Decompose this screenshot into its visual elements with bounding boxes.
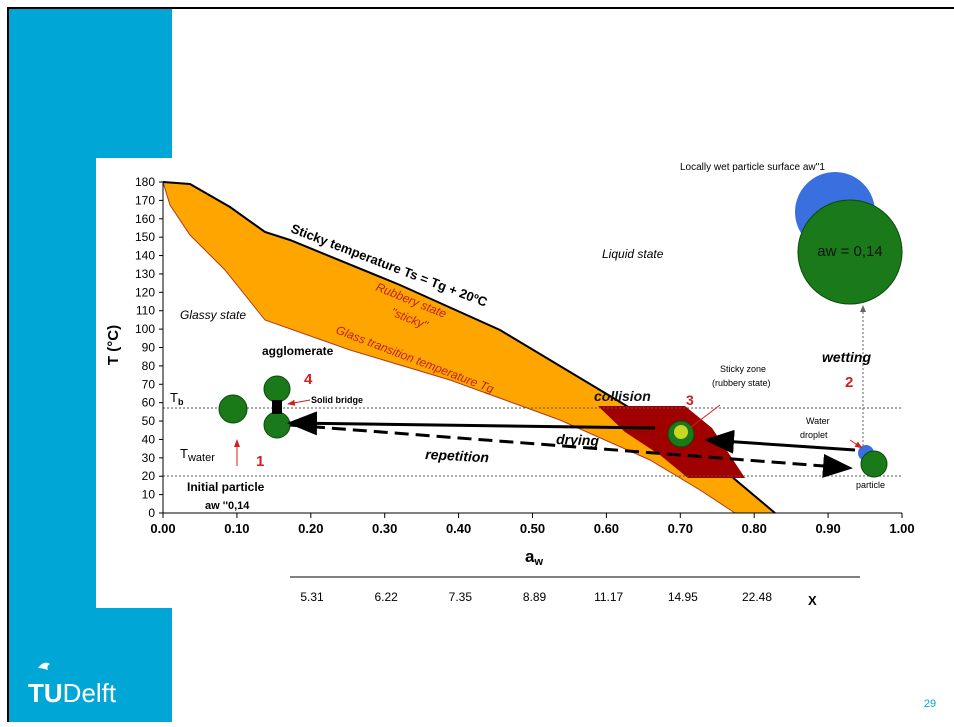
- x2-tick-label: 6.22: [374, 590, 398, 604]
- page: Locally wet particle surface aw''1 aw = …: [0, 0, 954, 722]
- t-sub: b: [178, 397, 184, 407]
- y-tick-label: 130: [135, 267, 155, 281]
- annotation: Liquid state: [602, 247, 664, 261]
- annotation: Sticky zone: [720, 364, 766, 374]
- annotation: wetting: [822, 349, 871, 365]
- logo-text: TUDelft: [28, 678, 117, 708]
- annotation: collision: [594, 388, 651, 404]
- y-tick-label: 0: [148, 506, 155, 520]
- annotation: (rubbery state): [712, 378, 771, 388]
- x2-tick-label: 11.17: [594, 590, 623, 604]
- x-label-sub: w: [533, 556, 543, 568]
- x-tick-label: 0.20: [298, 521, 323, 536]
- x2-tick-label: 14.95: [668, 590, 698, 604]
- x-tick-label: 1.00: [889, 521, 914, 536]
- x-tick-label: 0.30: [372, 521, 397, 536]
- agglomerate-particle: [264, 376, 290, 402]
- x-tick-label: 0.60: [594, 521, 619, 536]
- particle: [861, 451, 887, 477]
- annotation: Glassy state: [180, 308, 246, 322]
- annotation: 4: [304, 371, 313, 388]
- y-tick-label: 80: [142, 359, 156, 373]
- annotation: Initial particle: [187, 480, 265, 494]
- y-tick-label: 110: [136, 304, 155, 318]
- y-tick-label: 100: [135, 322, 155, 336]
- y-tick-label: 90: [142, 341, 156, 355]
- y-tick-label: 50: [142, 414, 156, 428]
- y-axis-label: T (°C): [105, 325, 122, 365]
- annotation: repetition: [425, 446, 490, 465]
- annotation: aw ''0,14: [205, 500, 250, 512]
- agglomerate-particle: [264, 412, 290, 438]
- x-tick-label: 0.40: [446, 521, 471, 536]
- x2-axis-label: X: [808, 593, 817, 608]
- x2-tick-label: 22.48: [742, 590, 772, 604]
- annotation: drying: [556, 431, 600, 448]
- t-label: T: [170, 390, 178, 405]
- annotation: Locally wet particle surface aw''1: [680, 162, 825, 173]
- x-tick-label: 0.80: [742, 521, 767, 536]
- y-tick-label: 160: [135, 212, 155, 226]
- y-tick-label: 30: [142, 451, 156, 465]
- y-tick-label: 180: [135, 175, 155, 189]
- annotation: agglomerate: [262, 344, 334, 358]
- annotation: droplet: [800, 430, 828, 440]
- x2-tick-label: 5.31: [300, 590, 324, 604]
- x-tick-label: 0.00: [150, 521, 175, 536]
- solid-bridge: [272, 400, 282, 414]
- logo-bold: TU: [28, 678, 63, 708]
- annotation: 1: [256, 453, 264, 470]
- annotation: 3: [686, 392, 694, 408]
- y-tick-label: 40: [142, 432, 156, 446]
- t-sub: water: [187, 452, 215, 464]
- y-tick-label: 170: [135, 193, 155, 207]
- y-tick-label: 10: [142, 488, 156, 502]
- wet-spot: [674, 425, 688, 439]
- x-tick-label: 0.50: [520, 521, 545, 536]
- annotation: particle: [856, 480, 885, 490]
- x2-tick-label: 7.35: [449, 590, 473, 604]
- y-tick-label: 140: [135, 249, 155, 263]
- annotation: Solid bridge: [311, 395, 363, 405]
- x2-tick-label: 8.89: [523, 590, 547, 604]
- logo-name: Delft: [63, 678, 117, 708]
- page-number: 29: [924, 698, 936, 710]
- slide: Locally wet particle surface aw''1 aw = …: [0, 0, 954, 722]
- x-tick-label: 0.90: [815, 521, 840, 536]
- x-tick-label: 0.10: [224, 521, 249, 536]
- y-tick-label: 20: [142, 469, 156, 483]
- y-tick-label: 150: [135, 230, 155, 244]
- y-tick-label: 120: [135, 285, 155, 299]
- annotation: aw = 0,14: [817, 243, 882, 260]
- initial-particle: [219, 395, 247, 423]
- annotation: Water: [806, 416, 830, 426]
- y-tick-label: 60: [142, 396, 156, 410]
- x-tick-label: 0.70: [668, 521, 693, 536]
- y-tick-label: 70: [142, 377, 156, 391]
- annotation: 2: [845, 374, 853, 391]
- t-label: T: [180, 446, 188, 461]
